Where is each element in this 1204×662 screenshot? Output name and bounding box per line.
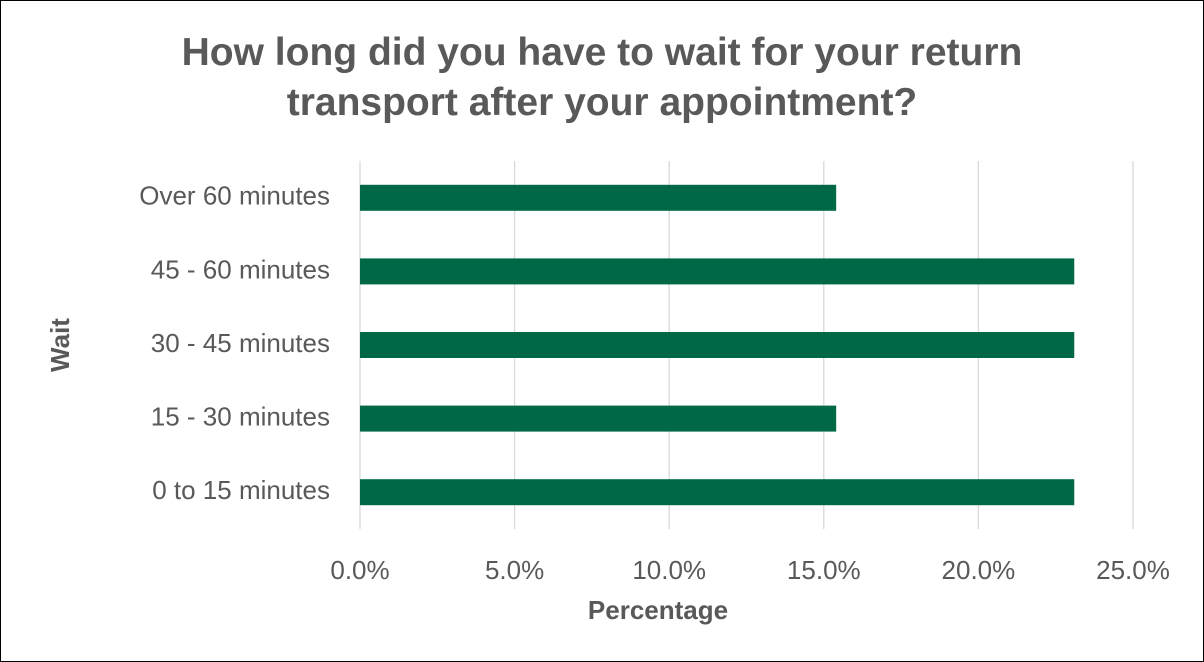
y-tick-label: 45 - 60 minutes [151, 254, 330, 284]
y-tick-label: Over 60 minutes [139, 181, 330, 211]
x-tick-label: 25.0% [1096, 555, 1170, 585]
x-tick-label: 5.0% [485, 555, 544, 585]
x-tick-label: 0.0% [330, 555, 389, 585]
y-tick-label: 0 to 15 minutes [152, 475, 330, 505]
chart-title: How long did you have to wait for your r… [181, 31, 1023, 124]
bar [360, 332, 1075, 358]
y-tick-label: 30 - 45 minutes [151, 328, 330, 358]
bar [360, 405, 837, 432]
bar [360, 479, 1075, 506]
x-axis-title: Percentage [588, 595, 728, 625]
x-tick-label: 20.0% [942, 555, 1016, 585]
y-axis-title: Wait [45, 318, 75, 372]
bar [360, 184, 837, 211]
x-tick-label: 10.0% [632, 555, 706, 585]
y-tick-label: 15 - 30 minutes [151, 401, 330, 431]
bar [360, 258, 1075, 285]
x-tick-label: 15.0% [787, 555, 861, 585]
